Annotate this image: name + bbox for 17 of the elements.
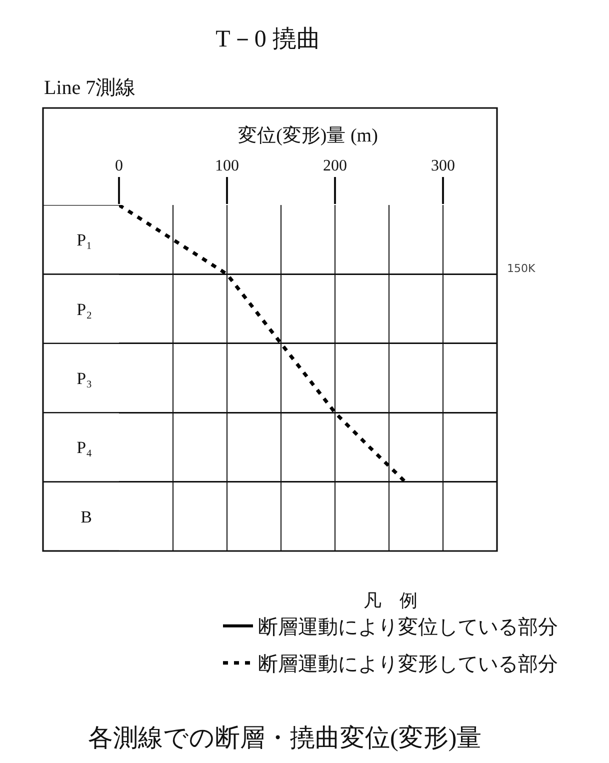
text: 150K [507, 262, 536, 275]
legend-label: 断層運動により変形している部分 [258, 652, 558, 676]
x-tick-label: 0 [115, 158, 123, 175]
text: 各測線での断層・撓曲変位(変形)量 [88, 724, 482, 752]
x-tick-label: 300 [431, 158, 455, 175]
y-tick-label: P₄ [76, 438, 92, 458]
y-tick-label: B [80, 507, 92, 526]
x-tick-label: 100 [215, 158, 239, 175]
legend-label: 断層運動により変位している部分 [258, 616, 558, 639]
y-tick-label: P₁ [76, 230, 92, 250]
y-tick-label: P₂ [76, 300, 92, 319]
x-axis-title: 変位(変形)量 (m) [238, 124, 378, 146]
y-tick-label: P₃ [76, 368, 92, 388]
x-tick-label: 200 [323, 158, 347, 175]
chart-subtitle: Line 7測線 [44, 77, 136, 99]
legend-title: 凡 例 [364, 590, 418, 610]
chart-title: T－0 撓曲 [216, 26, 320, 52]
